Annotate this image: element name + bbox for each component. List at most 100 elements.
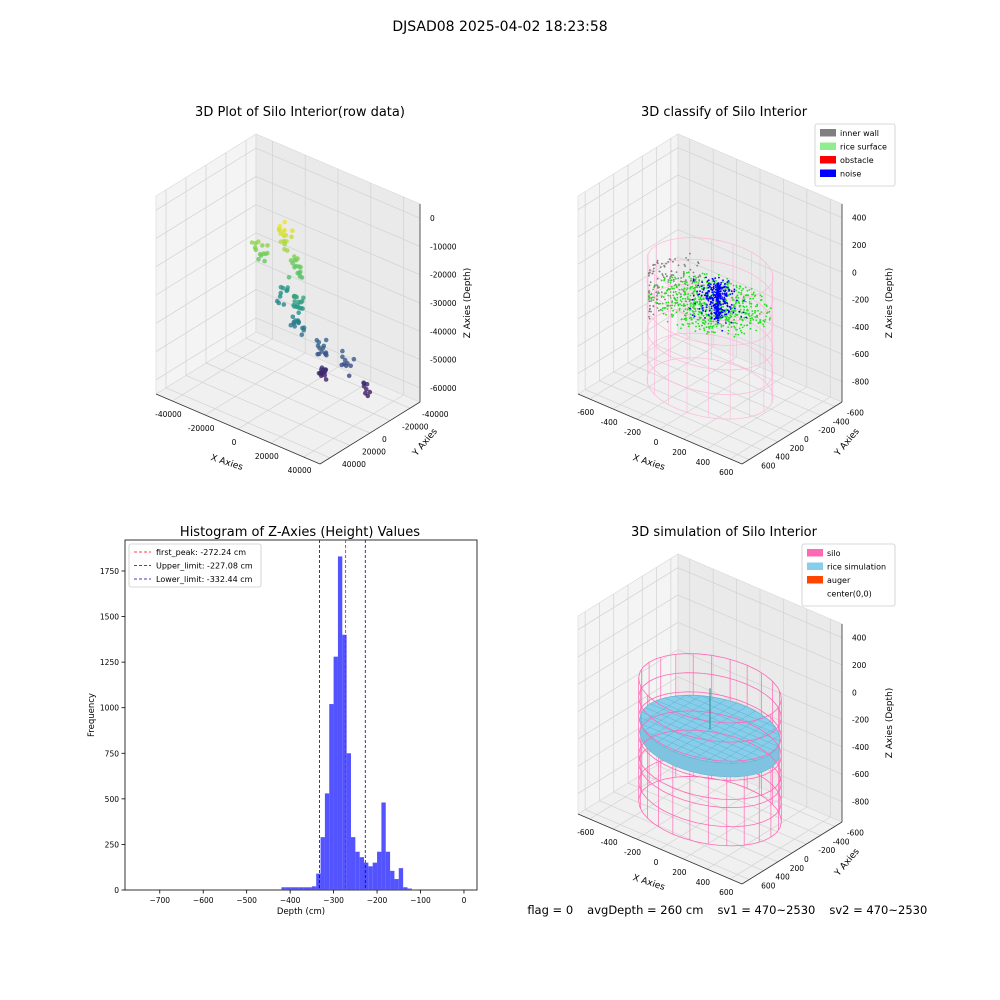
rice-surface-point [693, 301, 696, 303]
data-point [364, 387, 369, 392]
grid-line [627, 782, 793, 854]
noise-point [719, 297, 722, 300]
rice-surface-point [661, 295, 663, 298]
noise-point [724, 285, 726, 288]
x-tick-label: -400 [601, 838, 618, 847]
inner-wall-point [655, 291, 658, 293]
grid-line [155, 147, 257, 211]
rice-surface-point [680, 327, 682, 330]
rice-surface-point [679, 303, 681, 305]
noise-point [692, 278, 695, 281]
rice-surface-point [762, 319, 765, 322]
rice-surface-point [697, 295, 700, 298]
rice-surface-point [710, 310, 713, 313]
y-tick-label: 200 [790, 444, 805, 453]
noise-point [718, 311, 720, 313]
data-point [290, 228, 295, 233]
rice-surface-point [770, 307, 772, 310]
rice-surface-point [695, 281, 698, 283]
legend-swatch [820, 169, 836, 177]
rice-surface-point [696, 285, 698, 288]
rice-surface-point [649, 293, 652, 296]
grid-line [577, 567, 679, 630]
rice-surface-point [768, 318, 771, 321]
x-axis-line [577, 813, 743, 885]
rice-surface-point [689, 294, 692, 297]
inner-wall-point [651, 272, 654, 275]
noise-point [710, 307, 713, 310]
rice-surface-point [673, 287, 675, 290]
noise-point [723, 296, 726, 299]
rice-surface-point [715, 320, 718, 323]
noise-point [713, 291, 715, 293]
rice-surface-point [725, 316, 728, 319]
noise-point [716, 315, 719, 318]
inner-wall-point [672, 291, 675, 293]
noise-point [700, 285, 703, 287]
histogram-bar [346, 753, 351, 890]
inner-wall-point [666, 275, 668, 277]
rice-surface-point [734, 315, 736, 318]
z-tick-label: -10000 [430, 242, 457, 251]
rice-surface-point [661, 307, 664, 310]
noise-point [691, 298, 694, 301]
rice-surface-point [727, 283, 729, 285]
noise-point [702, 288, 705, 291]
grid-line [155, 317, 257, 381]
rice-surface-point [712, 320, 715, 323]
noise-point [700, 294, 703, 297]
noise-point [721, 316, 723, 319]
rice-surface-point [702, 314, 705, 317]
noise-point [717, 321, 719, 324]
histogram-bar [403, 887, 408, 890]
rice-surface-point [653, 286, 655, 289]
noise-point [708, 290, 711, 293]
data-point [278, 239, 284, 244]
rice-surface-point [749, 319, 752, 322]
surface-mesh-line [705, 721, 771, 762]
rice-surface-point [684, 292, 687, 294]
data-point [339, 362, 345, 368]
noise-point [721, 287, 723, 290]
rice-surface-point [754, 316, 757, 318]
rice-surface-point [746, 324, 749, 327]
histogram-bar [311, 886, 317, 890]
noise-point [718, 276, 720, 279]
y-tick-label: 1000 [100, 704, 119, 713]
data-point [257, 251, 263, 257]
rice-surface-point [700, 324, 703, 327]
noise-point [733, 288, 736, 291]
rice-surface-point [667, 301, 670, 304]
z-tick-label: -200 [852, 716, 869, 725]
y-tick-label: -20000 [402, 423, 429, 432]
noise-point [728, 306, 731, 308]
data-point [323, 377, 329, 382]
data-point [265, 250, 270, 256]
y-tick-label: 1250 [100, 658, 119, 667]
rice-surface-point [666, 304, 669, 307]
rice-surface-point [739, 318, 741, 320]
surface-mesh-line [640, 723, 734, 764]
rice-surface-point [686, 298, 689, 300]
noise-point [715, 311, 718, 314]
y-tick-label: -40000 [422, 410, 449, 419]
rice-surface-point [667, 294, 669, 297]
rice-surface-point [706, 313, 709, 316]
data-point [321, 343, 327, 349]
rice-surface-point [689, 287, 692, 290]
rice-surface-point [678, 288, 681, 291]
grid-line [155, 204, 257, 268]
data-point [288, 322, 294, 328]
inner-wall-point [677, 264, 680, 267]
noise-point [710, 312, 713, 314]
noise-point [708, 297, 710, 300]
inner-wall-point [667, 260, 669, 263]
rice-surface-point [671, 313, 673, 316]
rice-surface-point [745, 312, 748, 315]
noise-point [709, 301, 712, 303]
noise-point [724, 300, 726, 303]
noise-point [727, 309, 729, 311]
x-tick-label: 0 [654, 858, 659, 867]
noise-point [719, 316, 722, 318]
z-tick-label: 0 [430, 214, 435, 223]
